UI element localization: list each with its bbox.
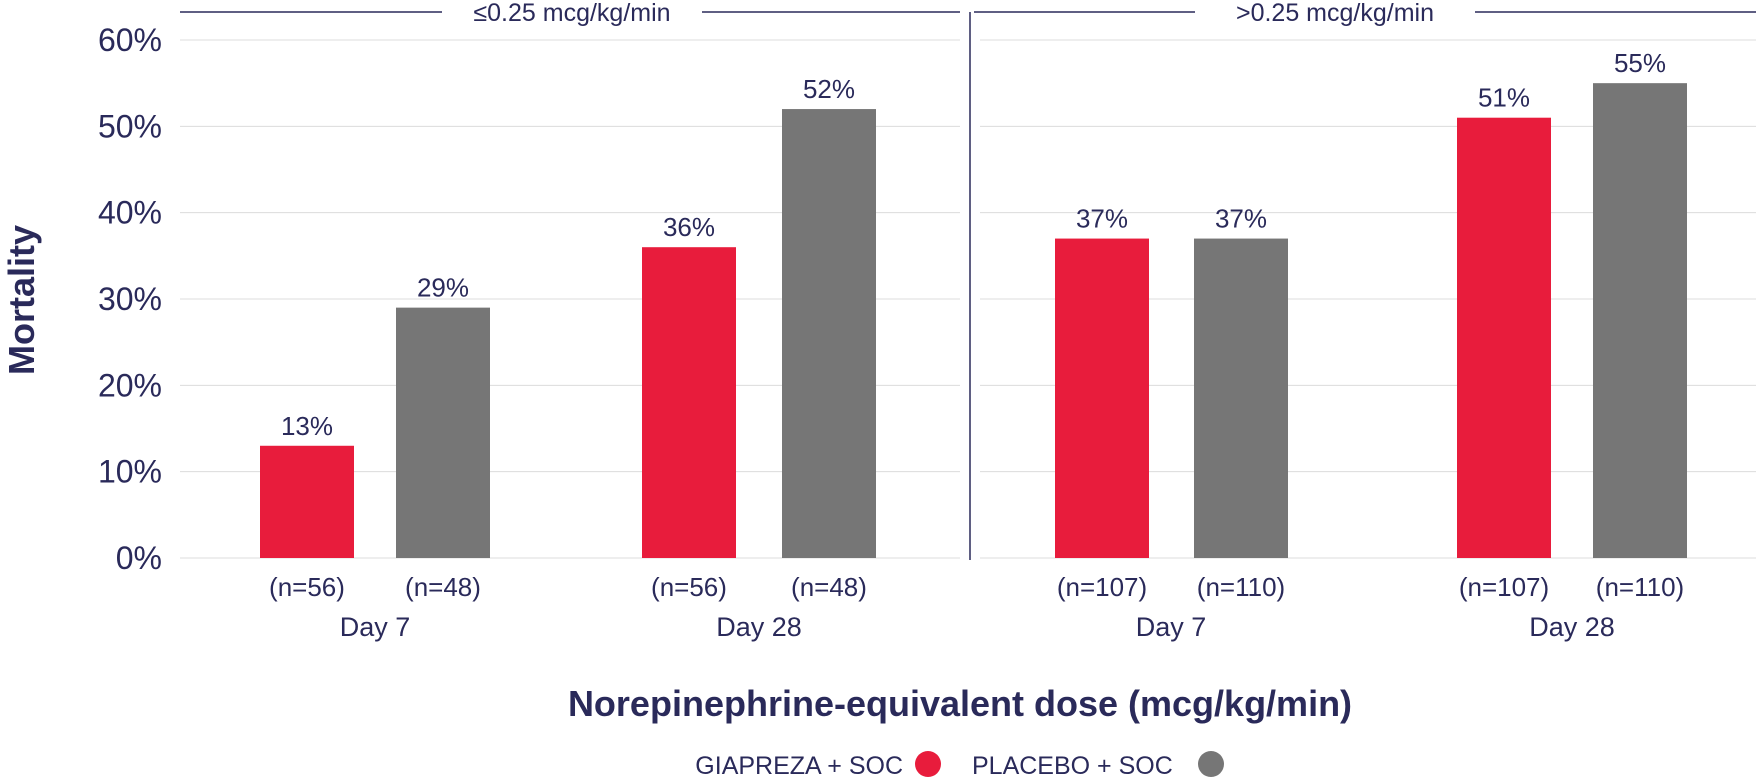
sample-size-label: (n=56)	[651, 572, 727, 602]
legend-marker	[915, 751, 941, 777]
bar	[1457, 117, 1551, 558]
x-axis-title: Norepinephrine-equivalent dose (mcg/kg/m…	[568, 683, 1352, 724]
y-tick-label: 10%	[98, 454, 162, 490]
panel-label: >0.25 mcg/kg/min	[1236, 0, 1434, 27]
sample-size-label: (n=110)	[1596, 572, 1684, 602]
bar-value-label: 52%	[803, 74, 855, 104]
legend-label: PLACEBO + SOC	[972, 752, 1173, 778]
y-tick-label: 60%	[98, 22, 162, 58]
legend-label: GIAPREZA + SOC	[695, 752, 903, 778]
bar-value-label: 29%	[417, 273, 469, 303]
bar	[260, 445, 354, 558]
bar-value-label: 13%	[281, 411, 333, 441]
legend-marker	[1198, 751, 1224, 777]
y-tick-label: 20%	[98, 367, 162, 403]
bar	[782, 109, 876, 559]
sample-size-label: (n=56)	[269, 572, 345, 602]
bar	[1055, 238, 1149, 559]
day-label: Day 7	[1136, 612, 1207, 642]
bar-value-label: 51%	[1478, 83, 1530, 113]
bar-value-label: 55%	[1614, 48, 1666, 78]
y-tick-label: 40%	[98, 195, 162, 231]
bar-value-label: 37%	[1076, 204, 1128, 234]
panel-label: ≤0.25 mcg/kg/min	[473, 0, 670, 27]
sample-size-label: (n=110)	[1197, 572, 1285, 602]
bar	[1593, 83, 1687, 559]
sample-size-label: (n=48)	[791, 572, 867, 602]
sample-size-label: (n=107)	[1459, 572, 1549, 602]
bar	[396, 307, 490, 558]
bar	[1194, 238, 1288, 559]
y-tick-label: 50%	[98, 108, 162, 144]
day-label: Day 28	[1529, 612, 1615, 642]
y-tick-label: 30%	[98, 281, 162, 317]
day-label: Day 7	[340, 612, 411, 642]
sample-size-label: (n=107)	[1057, 572, 1147, 602]
y-tick-label: 0%	[116, 540, 162, 576]
bar-value-label: 37%	[1215, 204, 1267, 234]
sample-size-label: (n=48)	[405, 572, 481, 602]
day-label: Day 28	[716, 612, 802, 642]
y-axis-title: Mortality	[1, 225, 42, 375]
bar	[642, 247, 736, 558]
bar-value-label: 36%	[663, 212, 715, 242]
